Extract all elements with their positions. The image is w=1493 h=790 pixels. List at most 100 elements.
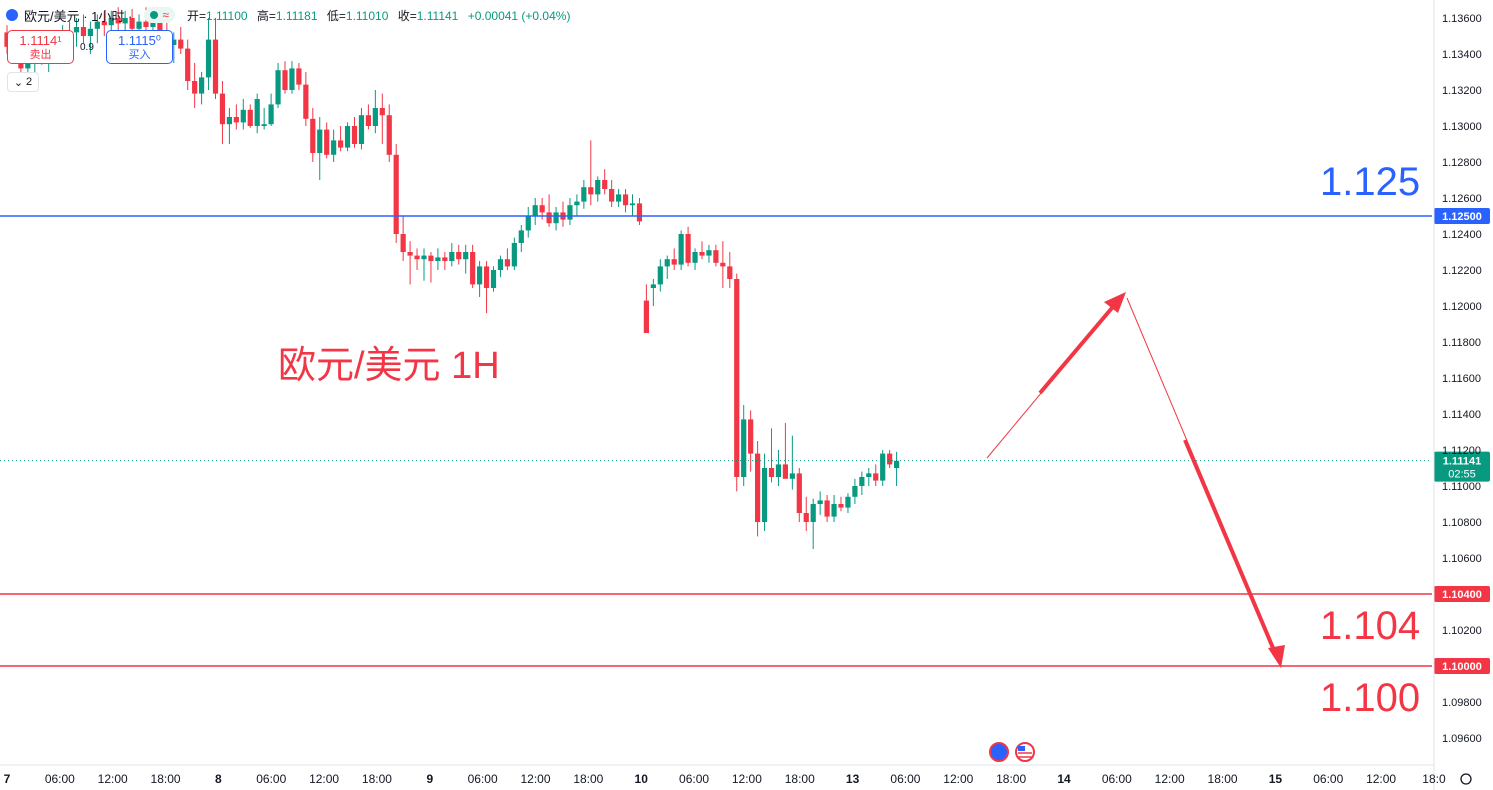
candle: [852, 478, 858, 504]
x-tick-label: 12:00: [98, 772, 128, 786]
x-tick-label: 06:00: [256, 772, 286, 786]
candle-body: [643, 300, 649, 333]
candle-body: [650, 284, 656, 288]
x-tick-label: 12:00: [732, 772, 762, 786]
candle-body: [296, 68, 302, 85]
x-tick-label: 10: [635, 772, 649, 786]
x-tick-label: 12:00: [943, 772, 973, 786]
candle: [532, 198, 538, 225]
candle: [574, 194, 580, 216]
candle: [205, 18, 212, 90]
candle: [233, 104, 239, 130]
y-tick-label: 1.12200: [1442, 265, 1482, 277]
candle-body: [393, 154, 399, 234]
candle: [838, 496, 844, 512]
candle-body: [546, 212, 552, 224]
candle-body: [331, 140, 337, 155]
candle: [268, 93, 274, 126]
spread-value: 0.9: [80, 42, 94, 53]
candle-body: [351, 126, 358, 144]
candle-body: [803, 513, 809, 522]
y-tick-label: 1.11000: [1442, 481, 1481, 493]
candle: [609, 180, 615, 207]
candle-body: [303, 84, 309, 119]
candle-body: [442, 257, 448, 261]
wave-icon: ≈: [162, 8, 169, 22]
sell-button[interactable]: 1.1114¹ 卖出: [7, 30, 74, 64]
candle-body: [810, 504, 816, 522]
candle-body: [456, 252, 462, 260]
candle-body: [490, 270, 497, 288]
candle: [497, 255, 504, 278]
x-tick-label: 18:00: [362, 772, 392, 786]
candle-body: [310, 118, 316, 153]
indicator-collapse-button[interactable]: ⌄ 2: [7, 72, 39, 92]
settings-icon[interactable]: [1460, 773, 1472, 785]
candle: [317, 117, 323, 180]
candle: [407, 241, 413, 285]
y-tick-label: 1.13000: [1442, 121, 1482, 133]
candle-body: [171, 39, 177, 45]
x-tick-label: 06:00: [890, 772, 920, 786]
candle: [629, 194, 636, 216]
candle-body: [602, 180, 608, 189]
x-tick-label: 06:00: [679, 772, 709, 786]
candle: [192, 63, 198, 108]
candle: [470, 244, 476, 288]
candle-body: [796, 473, 802, 513]
candle: [261, 108, 267, 130]
symbol-title[interactable]: 欧元/美元 · 1小时 ·: [24, 8, 133, 24]
y-tick-label: 1.11400: [1442, 409, 1481, 421]
candle-body: [727, 266, 733, 279]
candle: [755, 441, 761, 537]
candle: [449, 243, 455, 267]
candle: [636, 198, 643, 225]
candle: [324, 122, 330, 159]
candle-body: [477, 266, 483, 285]
x-tick-label: 9: [426, 772, 433, 786]
candle: [817, 491, 823, 515]
level-price-badge: [1434, 658, 1490, 674]
candle-body: [268, 104, 274, 125]
candle: [518, 225, 524, 252]
candle: [622, 189, 629, 213]
countdown-label: 02:55: [1448, 469, 1476, 481]
candle: [775, 450, 782, 486]
arrowhead-up: [1104, 292, 1126, 313]
candle: [671, 248, 677, 270]
candle: [428, 252, 434, 283]
candle-body: [734, 279, 740, 477]
level-price-label: 1.10000: [1442, 661, 1482, 673]
us-event-icon[interactable]: [1015, 742, 1035, 762]
level-big-label-1104: 1.104: [1320, 604, 1421, 648]
candle: [365, 104, 371, 130]
candle: [226, 108, 232, 144]
candle-body: [720, 262, 726, 267]
candle-body: [247, 109, 253, 126]
candle: [678, 230, 684, 270]
candle: [727, 252, 733, 288]
candle-body: [358, 115, 365, 144]
candle: [553, 207, 559, 231]
eu-event-icon[interactable]: [989, 742, 1009, 762]
candle: [178, 27, 184, 54]
candle: [699, 241, 705, 260]
candle-body: [435, 257, 441, 261]
candle: [442, 252, 448, 270]
x-tick-label: 12:00: [309, 772, 339, 786]
candle: [73, 18, 80, 47]
candle: [643, 284, 649, 333]
candle: [706, 244, 712, 263]
candle-body: [261, 124, 267, 126]
x-tick-label: 18:00: [151, 772, 181, 786]
candle-body: [859, 477, 865, 486]
market-status-pill[interactable]: ≈: [144, 7, 175, 23]
candle-body: [178, 39, 184, 49]
candle-body: [80, 27, 87, 36]
y-tick-label: 1.10800: [1442, 517, 1482, 529]
candle: [275, 63, 281, 108]
level-price-badge: [1434, 586, 1490, 602]
buy-button[interactable]: 1.1115⁰ 买入: [106, 30, 173, 64]
candle-body: [73, 27, 80, 33]
